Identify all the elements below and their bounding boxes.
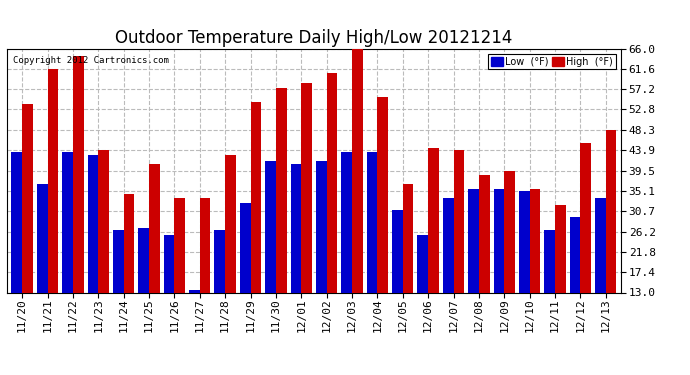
Bar [225, 156, 236, 352]
Bar [48, 69, 58, 352]
Bar [62, 152, 73, 352]
Bar [200, 198, 210, 352]
Bar [352, 49, 363, 352]
Bar [417, 235, 428, 352]
Bar [530, 189, 540, 352]
Bar [290, 164, 302, 352]
Bar [595, 198, 606, 352]
Bar [276, 88, 286, 352]
Bar [428, 148, 439, 352]
Bar [265, 161, 276, 352]
Title: Outdoor Temperature Daily High/Low 20121214: Outdoor Temperature Daily High/Low 20121… [115, 29, 513, 47]
Bar [139, 228, 149, 352]
Bar [124, 194, 135, 352]
Bar [555, 205, 566, 352]
Bar [113, 230, 124, 352]
Bar [580, 143, 591, 352]
Bar [570, 217, 580, 352]
Bar [504, 171, 515, 352]
Bar [12, 152, 22, 352]
Bar [519, 191, 530, 352]
Bar [37, 184, 48, 352]
Bar [88, 154, 98, 352]
Bar [250, 102, 262, 352]
Bar [392, 210, 403, 352]
Bar [164, 235, 175, 352]
Bar [73, 56, 83, 352]
Bar [316, 161, 326, 352]
Bar [606, 130, 616, 352]
Bar [479, 175, 489, 352]
Bar [326, 73, 337, 352]
Text: Copyright 2012 Cartronics.com: Copyright 2012 Cartronics.com [13, 56, 169, 65]
Bar [302, 83, 312, 352]
Bar [175, 198, 185, 352]
Bar [544, 230, 555, 352]
Bar [377, 97, 388, 352]
Bar [189, 290, 200, 352]
Bar [443, 198, 453, 352]
Bar [342, 152, 352, 352]
Legend: Low  (°F), High  (°F): Low (°F), High (°F) [488, 54, 616, 69]
Bar [149, 164, 159, 352]
Bar [453, 150, 464, 352]
Bar [215, 230, 225, 352]
Bar [366, 152, 377, 352]
Bar [469, 189, 479, 352]
Bar [493, 189, 504, 352]
Bar [98, 150, 109, 352]
Bar [22, 104, 33, 352]
Bar [240, 203, 250, 352]
Bar [403, 184, 413, 352]
